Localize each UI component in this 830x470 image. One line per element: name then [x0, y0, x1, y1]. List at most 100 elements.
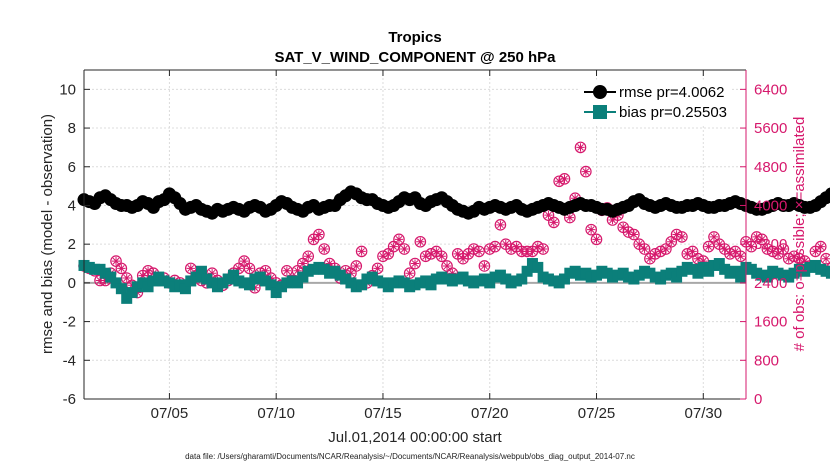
- obs-assimilated-cross: [469, 244, 478, 254]
- x-tick-label: 07/10: [257, 405, 295, 422]
- obs-marker: [702, 240, 715, 253]
- obs-marker: [302, 250, 315, 263]
- obs-assimilated-cross: [651, 249, 660, 259]
- y-axis-right-label: # of obs: o=possible; ×=assimilated: [791, 117, 808, 352]
- y-right-tick-label: 3200: [754, 236, 787, 253]
- obs-assimilated-cross: [533, 242, 542, 251]
- obs-possible-circle: [414, 235, 427, 248]
- obs-assimilated-cross: [394, 235, 404, 244]
- obs-assimilated-cross: [715, 239, 724, 249]
- obs-marker: [628, 228, 640, 241]
- bias-point: [729, 265, 741, 277]
- obs-marker: [494, 219, 507, 231]
- obs-marker: [115, 262, 128, 275]
- obs-assimilated-cross: [672, 230, 681, 239]
- obs-possible-circle: [548, 216, 560, 229]
- obs-possible-circle: [489, 240, 501, 253]
- y-right-tick-label: 1600: [754, 314, 787, 331]
- legend-bias-label: bias pr=0.25503: [619, 104, 727, 121]
- bias-point: [115, 283, 127, 295]
- bias-point: [126, 287, 138, 299]
- obs-assimilated-cross: [389, 242, 398, 251]
- obs-assimilated-cross: [656, 247, 665, 256]
- obs-assimilated-cross: [437, 252, 446, 261]
- obs-marker: [638, 243, 651, 255]
- x-axis-ticks: 07/05 07/10 07/15 07/20 07/25 07/30: [151, 70, 722, 422]
- obs-possible-circle: [638, 243, 651, 255]
- bias-point: [227, 269, 239, 281]
- obs-possible-circle: [302, 250, 315, 263]
- obs-assimilated-cross: [186, 264, 195, 273]
- bias-point: [292, 277, 304, 289]
- obs-possible-circle: [558, 173, 571, 185]
- y-tick-label: 0: [68, 275, 76, 292]
- obs-assimilated-cross: [736, 252, 745, 261]
- obs-assimilated-cross: [357, 247, 366, 256]
- obs-possible-circle: [435, 250, 448, 263]
- obs-marker: [686, 245, 699, 258]
- obs-assimilated-cross: [480, 261, 489, 271]
- obs-assimilated-cross: [747, 242, 756, 251]
- obs-marker: [489, 240, 501, 253]
- y-tick-label: 8: [68, 120, 76, 137]
- obs-marker: [708, 231, 720, 243]
- obs-marker: [435, 250, 448, 263]
- obs-possible-circle: [350, 260, 363, 272]
- obs-assimilated-cross: [117, 264, 126, 273]
- obs-assimilated-cross: [485, 244, 494, 254]
- bias-point: [110, 277, 122, 289]
- obs-assimilated-cross: [138, 271, 147, 280]
- obs-possible-circle: [574, 141, 587, 154]
- obs-assimilated-cross: [779, 244, 788, 254]
- obs-assimilated-cross: [688, 247, 697, 256]
- obs-assimilated-cross: [245, 264, 254, 273]
- y-tick-label: 2: [68, 236, 76, 253]
- obs-assimilated-cross: [811, 247, 820, 256]
- obs-assimilated-cross: [757, 235, 767, 244]
- obs-marker: [537, 243, 549, 255]
- obs-assimilated-cross: [693, 254, 703, 263]
- bias-point: [671, 271, 683, 283]
- obs-assimilated-cross: [816, 242, 825, 251]
- bias-point: [820, 265, 830, 277]
- obs-marker: [590, 233, 603, 246]
- obs-marker: [120, 272, 133, 284]
- obs-assimilated-cross: [821, 254, 830, 263]
- obs-assimilated-cross: [752, 232, 761, 242]
- obs-marker: [580, 165, 592, 178]
- obs-assimilated-cross: [629, 230, 639, 239]
- bias-point: [761, 271, 773, 283]
- obs-assimilated-cross: [309, 235, 318, 244]
- obs-possible-circle: [398, 243, 411, 255]
- obs-possible-circle: [585, 223, 597, 236]
- obs-possible-circle: [580, 165, 592, 178]
- obs-marker: [665, 235, 678, 248]
- obs-assimilated-cross: [789, 252, 799, 261]
- obs-assimilated-cross: [528, 247, 537, 256]
- obs-marker: [398, 243, 411, 255]
- obs-assimilated-cross: [416, 237, 425, 246]
- obs-assimilated-cross: [453, 249, 462, 259]
- obs-marker: [548, 216, 560, 229]
- obs-marker: [238, 255, 250, 267]
- obs-marker: [414, 235, 427, 248]
- obs-assimilated-cross: [581, 167, 591, 176]
- obs-assimilated-cross: [624, 227, 633, 237]
- obs-possible-circle: [676, 231, 688, 243]
- obs-marker: [313, 228, 325, 241]
- x-tick-label: 07/15: [364, 405, 402, 422]
- obs-marker: [243, 262, 256, 275]
- obs-assimilated-cross: [800, 256, 809, 266]
- obs-assimilated-cross: [346, 269, 356, 278]
- x-tick-label: 07/20: [471, 405, 509, 422]
- obs-marker: [585, 223, 597, 236]
- obs-possible-circle: [318, 243, 331, 255]
- obs-possible-circle: [478, 260, 491, 272]
- bias-point: [825, 267, 830, 279]
- y-tick-label: -4: [63, 352, 76, 369]
- obs-possible-circle: [777, 243, 790, 255]
- obs-assimilated-cross: [448, 269, 457, 278]
- obs-possible-circle: [628, 228, 640, 241]
- bias-point: [484, 277, 496, 289]
